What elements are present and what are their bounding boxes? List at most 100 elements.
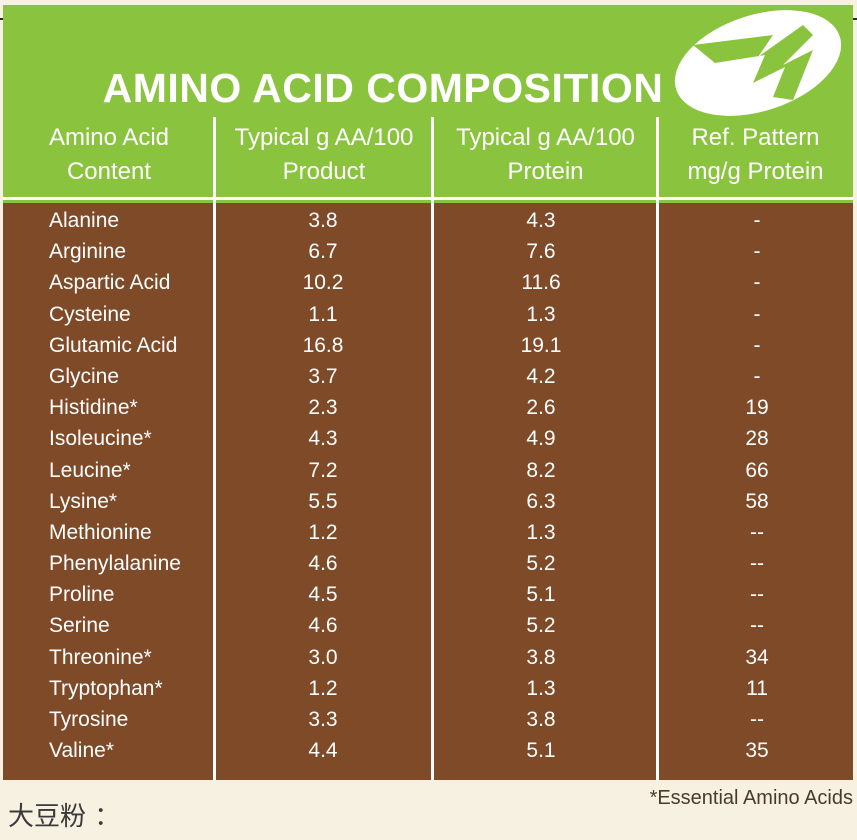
ref-pattern-value: - — [753, 364, 761, 388]
product-value: 4.4 — [308, 739, 338, 763]
product-value: 3.0 — [308, 645, 338, 669]
amino-acid-name: Alanine — [49, 209, 120, 232]
protein-value: 11.6 — [521, 271, 561, 295]
protein-value: 1.3 — [526, 676, 556, 700]
ref-pattern-value: - — [753, 333, 761, 357]
amino-acid-table-panel: AMINO ACID COMPOSITION Amino Acid Conten… — [3, 5, 853, 780]
product-value: 5.5 — [308, 489, 338, 513]
product-value: 4.3 — [308, 427, 338, 451]
product-value: 3.3 — [308, 708, 338, 731]
amino-acid-name: Serine — [49, 614, 110, 638]
essential-amino-acids-footnote: *Essential Amino Acids — [649, 787, 853, 809]
table-row: Histidine* 2.3 2.6 19 — [3, 392, 853, 423]
table-row: Lysine* 5.5 6.3 58 — [3, 486, 853, 517]
table-row: Aspartic Acid 10.2 11.6 - — [3, 267, 853, 298]
column-body — [216, 203, 431, 780]
ref-pattern-value: 34 — [745, 645, 769, 669]
header-line: Amino Acid — [48, 124, 170, 151]
amino-acid-name: Proline — [49, 583, 115, 607]
protein-value: 1.3 — [526, 520, 556, 544]
product-value: 1.1 — [308, 302, 338, 326]
ref-pattern-value: -- — [750, 708, 764, 731]
protein-value: 7.6 — [526, 240, 556, 264]
header-line: Protein — [507, 158, 584, 185]
product-value: 4.6 — [308, 614, 338, 638]
header-line: mg/g Protein — [687, 158, 824, 185]
table-header-row: Amino Acid Content Typical g AA/100 Prod… — [3, 117, 853, 199]
table-row: Proline 4.5 5.1 -- — [3, 579, 853, 610]
protein-value: 5.1 — [526, 739, 556, 763]
column-body — [3, 203, 213, 780]
ref-pattern-value: 58 — [745, 489, 769, 513]
ref-pattern-value: 11 — [746, 676, 768, 700]
ref-pattern-value: - — [753, 271, 761, 295]
header-amino-acid-content: Amino Acid Content — [3, 117, 215, 199]
table-row: Glutamic Acid 16.8 19.1 - — [3, 330, 853, 361]
product-value: 4.6 — [308, 552, 338, 576]
table-row: Cysteine 1.1 1.3 - — [3, 299, 853, 330]
header-typical-product: Typical g AA/100 Product — [215, 117, 433, 199]
protein-value: 3.8 — [526, 645, 556, 669]
amino-acid-name: Leucine* — [49, 458, 131, 482]
ref-pattern-value: 66 — [745, 458, 769, 482]
protein-value: 4.3 — [526, 209, 556, 232]
soy-flour-label: 大豆粉 ： — [8, 802, 121, 832]
amino-acid-name: Isoleucine* — [49, 427, 152, 451]
protein-value: 1.3 — [526, 302, 556, 326]
amino-acid-name: Tryptophan* — [49, 676, 163, 700]
ref-pattern-value: -- — [750, 520, 764, 544]
amino-acid-name: Valine* — [49, 739, 114, 763]
column-divider — [656, 117, 659, 780]
table-row: Alanine 3.8 4.3 - — [3, 205, 853, 236]
table-row: Glycine 3.7 4.2 - — [3, 361, 853, 392]
header-divider — [3, 197, 853, 200]
table-row: Threonine* 3.0 3.8 34 — [3, 642, 853, 673]
amino-acid-name: Glycine — [49, 364, 120, 388]
product-value: 6.7 — [308, 240, 338, 264]
column-body — [434, 203, 656, 780]
protein-value: 8.2 — [526, 458, 556, 482]
ref-pattern-value: - — [753, 240, 761, 264]
header-line: Typical g AA/100 — [234, 124, 414, 151]
protein-value: 3.8 — [526, 708, 556, 731]
amino-acid-name: Cysteine — [49, 302, 131, 326]
table-row: Tyrosine 3.3 3.8 -- — [3, 704, 853, 735]
column-divider — [431, 117, 434, 780]
ref-pattern-value: - — [753, 209, 761, 232]
product-value: 7.2 — [308, 458, 338, 482]
protein-value: 6.3 — [526, 489, 556, 513]
leaf-logo-icon — [674, 10, 842, 116]
product-value: 1.2 — [308, 520, 338, 544]
table-row: Arginine 6.7 7.6 - — [3, 236, 853, 267]
header-line: Ref. Pattern — [691, 124, 820, 151]
amino-acid-name: Threonine* — [49, 645, 152, 669]
column-divider — [213, 117, 216, 780]
table-body: Alanine 3.8 4.3- Arginine 6.7 7.6- Aspartic Ac… — [3, 205, 853, 766]
ref-pattern-value: - — [753, 302, 761, 326]
table-row: Methionine 1.2 1.3 -- — [3, 517, 853, 548]
header-line: Content — [66, 158, 152, 185]
table-row: Isoleucine* 4.3 4.9 28 — [3, 423, 853, 454]
protein-value: 19.1 — [520, 333, 562, 357]
ref-pattern-value: 35 — [745, 739, 769, 763]
product-value: 16.8 — [302, 333, 344, 357]
product-value: 1.2 — [308, 676, 338, 700]
table-row: Leucine* 7.2 8.2 66 — [3, 455, 853, 486]
protein-value: 5.2 — [526, 614, 556, 638]
table-row: Serine 4.6 5.2 -- — [3, 610, 853, 641]
amino-acid-name: Glutamic Acid — [49, 333, 178, 357]
header-line: Typical g AA/100 — [456, 124, 635, 151]
protein-value: 5.1 — [526, 583, 556, 607]
table-row: Valine* 4.4 5.1 35 — [3, 735, 853, 766]
ref-pattern-value: -- — [750, 552, 764, 576]
amino-acid-name: Histidine* — [49, 396, 138, 420]
ref-pattern-value: 28 — [745, 427, 769, 451]
product-value: 3.8 — [308, 209, 338, 232]
table-row: Phenylalanine 4.6 5.2 -- — [3, 548, 853, 579]
protein-value: 4.9 — [526, 427, 556, 451]
amino-acid-name: Tyrosine — [49, 708, 129, 731]
header-typical-protein: Typical g AA/100 Protein — [433, 117, 658, 199]
protein-value: 2.6 — [526, 396, 556, 420]
ref-pattern-value: 19 — [745, 396, 769, 420]
amino-acid-name: Lysine* — [49, 489, 118, 513]
